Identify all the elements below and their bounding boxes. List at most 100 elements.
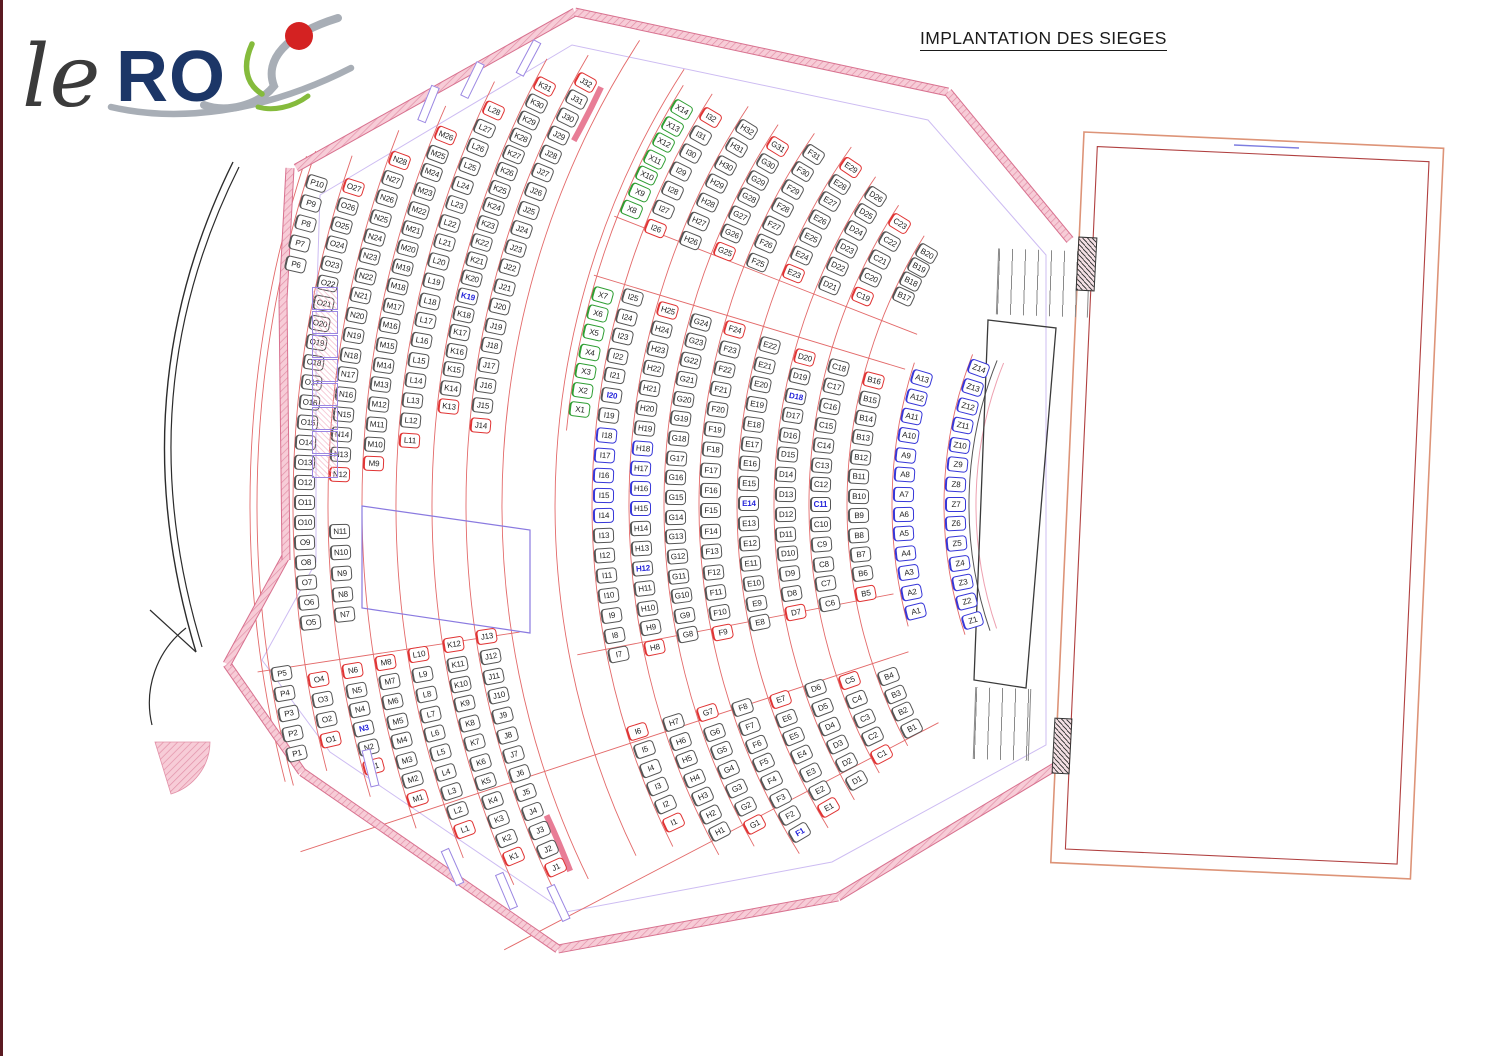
seat-H11[interactable]: H11	[633, 579, 657, 597]
seat-L11[interactable]: L11	[398, 432, 421, 449]
seat-I16[interactable]: I16	[592, 467, 615, 484]
seat-E19[interactable]: E19	[744, 395, 768, 414]
seat-E17[interactable]: E17	[739, 435, 763, 453]
seat-F20[interactable]: F20	[705, 400, 729, 419]
seat-L13[interactable]: L13	[401, 391, 425, 409]
seat-B10[interactable]: B10	[847, 488, 869, 504]
seat-Z10[interactable]: Z10	[947, 436, 972, 455]
seat-I17[interactable]: I17	[593, 447, 616, 464]
seat-N7[interactable]: N7	[333, 606, 357, 624]
seat-D10[interactable]: D10	[775, 545, 799, 563]
seat-N18[interactable]: N18	[338, 346, 362, 364]
seat-N11[interactable]: N11	[328, 523, 350, 540]
seat-C13[interactable]: C13	[810, 456, 833, 474]
seat-Z9[interactable]: Z9	[945, 456, 969, 474]
seat-X1[interactable]: X1	[568, 401, 592, 419]
seat-E10[interactable]: E10	[741, 574, 765, 593]
seat-I19[interactable]: I19	[596, 406, 620, 425]
seat-Z5[interactable]: Z5	[945, 534, 968, 552]
seat-H21[interactable]: H21	[638, 379, 662, 398]
seat-B7[interactable]: B7	[849, 545, 872, 563]
seat-J12[interactable]: J12	[478, 646, 502, 666]
seat-N19[interactable]: N19	[341, 326, 365, 345]
seat-H10[interactable]: H10	[636, 599, 659, 618]
seat-P5[interactable]: P5	[269, 664, 293, 683]
seat-L12[interactable]: L12	[399, 411, 422, 429]
seat-F13[interactable]: F13	[700, 543, 723, 560]
seat-D14[interactable]: D14	[774, 466, 797, 483]
seat-G16[interactable]: G16	[664, 469, 687, 486]
seat-H18[interactable]: H18	[631, 439, 654, 457]
seat-I9[interactable]: I9	[599, 606, 623, 625]
seat-G11[interactable]: G11	[667, 567, 690, 585]
seat-B5[interactable]: B5	[854, 583, 878, 603]
seat-G18[interactable]: G18	[667, 429, 690, 447]
seat-M13[interactable]: M13	[369, 375, 392, 394]
seat-C8[interactable]: C8	[812, 555, 835, 573]
seat-C10[interactable]: C10	[809, 516, 832, 533]
seat-N8[interactable]: N8	[331, 585, 355, 603]
seat-O11[interactable]: O11	[293, 494, 315, 510]
seat-E9[interactable]: E9	[744, 594, 768, 613]
seat-G10[interactable]: G10	[669, 586, 693, 605]
seat-C14[interactable]: C14	[812, 436, 835, 455]
seat-G12[interactable]: G12	[665, 548, 689, 565]
seat-A9[interactable]: A9	[894, 446, 918, 464]
seat-J14[interactable]: J14	[469, 416, 492, 434]
seat-F21[interactable]: F21	[708, 379, 733, 399]
seat-N17[interactable]: N17	[336, 366, 359, 384]
seat-C12[interactable]: C12	[809, 476, 832, 493]
seat-E18[interactable]: E18	[741, 415, 765, 433]
seat-I18[interactable]: I18	[595, 427, 618, 444]
seat-A6[interactable]: A6	[892, 506, 914, 522]
seat-M12[interactable]: M12	[366, 395, 390, 414]
seat-A8[interactable]: A8	[893, 466, 915, 483]
seat-F18[interactable]: F18	[701, 441, 724, 459]
seat-F16[interactable]: F16	[699, 482, 721, 499]
seat-Z6[interactable]: Z6	[944, 515, 967, 532]
seat-M9[interactable]: M9	[363, 455, 385, 472]
seat-H16[interactable]: H16	[629, 480, 651, 496]
seat-D11[interactable]: D11	[774, 526, 797, 543]
seat-F17[interactable]: F17	[700, 461, 722, 479]
seat-X3[interactable]: X3	[573, 361, 598, 381]
seat-K15[interactable]: K15	[441, 360, 465, 379]
seat-D9[interactable]: D9	[777, 564, 801, 583]
seat-K16[interactable]: K16	[444, 341, 468, 361]
seat-H15[interactable]: H15	[629, 500, 651, 516]
seat-I12[interactable]: I12	[593, 547, 616, 564]
seat-G20[interactable]: G20	[671, 390, 695, 409]
seat-N9[interactable]: N9	[330, 564, 353, 582]
seat-B11[interactable]: B11	[847, 468, 870, 485]
seat-J15[interactable]: J15	[471, 396, 494, 415]
seat-O10[interactable]: O10	[293, 514, 315, 530]
seat-D15[interactable]: D15	[776, 446, 799, 464]
seat-H20[interactable]: H20	[635, 399, 659, 418]
seat-B8[interactable]: B8	[847, 526, 870, 544]
seat-I13[interactable]: I13	[592, 527, 615, 544]
seat-N5[interactable]: N5	[344, 680, 368, 700]
seat-B9[interactable]: B9	[847, 507, 869, 524]
seat-F10[interactable]: F10	[707, 603, 731, 622]
seat-D8[interactable]: D8	[780, 584, 804, 603]
seat-Z8[interactable]: Z8	[944, 476, 967, 493]
seat-Z7[interactable]: Z7	[944, 496, 966, 512]
seat-I8[interactable]: I8	[602, 625, 627, 645]
seat-C9[interactable]: C9	[810, 536, 833, 553]
seat-E12[interactable]: E12	[738, 535, 761, 552]
seat-G14[interactable]: G14	[664, 509, 686, 525]
seat-F11[interactable]: F11	[704, 583, 728, 602]
seat-G17[interactable]: G17	[665, 449, 688, 467]
seat-E16[interactable]: E16	[738, 455, 761, 473]
seat-A4[interactable]: A4	[894, 544, 917, 562]
seat-I14[interactable]: I14	[592, 507, 614, 524]
seat-M11[interactable]: M11	[365, 415, 388, 433]
seat-G9[interactable]: G9	[672, 606, 696, 625]
seat-F12[interactable]: F12	[702, 563, 725, 581]
seat-N10[interactable]: N10	[329, 544, 351, 561]
seat-I11[interactable]: I11	[595, 567, 618, 585]
seat-F14[interactable]: F14	[699, 523, 722, 540]
seat-C11[interactable]: C11	[809, 497, 831, 513]
seat-O7[interactable]: O7	[295, 574, 318, 591]
seat-D12[interactable]: D12	[774, 506, 796, 522]
